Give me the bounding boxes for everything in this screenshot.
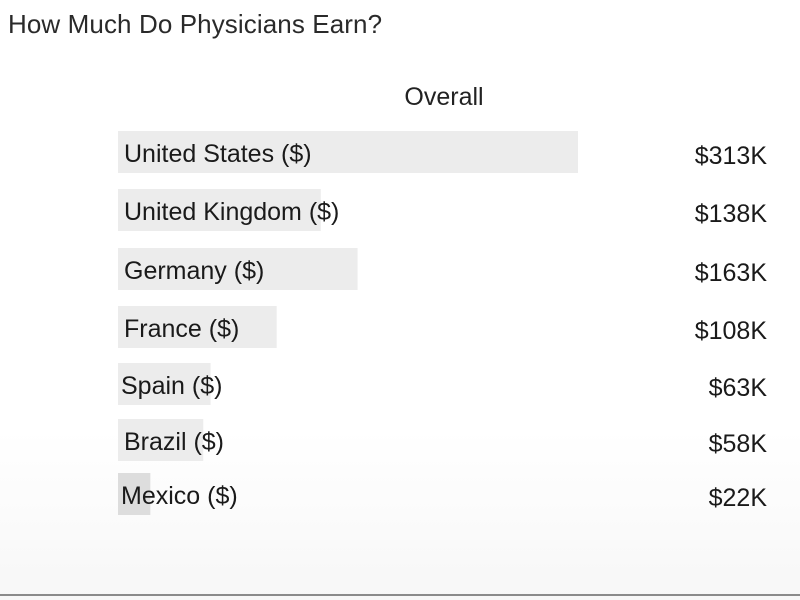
value-label: $63K <box>709 374 768 402</box>
category-label: Spain ($) <box>121 372 222 400</box>
category-labels-layer: United States ($) United Kingdom ($) Germa… <box>121 140 339 510</box>
value-label: $313K <box>695 142 768 170</box>
bars-layer <box>118 131 578 515</box>
category-label: Mexico ($) <box>121 482 238 510</box>
category-label: France ($) <box>124 315 239 343</box>
value-label: $163K <box>695 259 768 287</box>
category-label: United Kingdom ($) <box>124 198 339 226</box>
bar-spain <box>118 363 211 405</box>
bar-united-states <box>118 131 578 173</box>
value-label: $138K <box>695 200 768 228</box>
bar-chart: United States ($) United Kingdom ($) Germa… <box>118 131 768 515</box>
bar-brazil <box>118 419 204 461</box>
bar-united-kingdom <box>118 189 321 231</box>
category-label: Brazil ($) <box>124 428 224 456</box>
chart-title: How Much Do Physicians Earn? <box>8 9 383 39</box>
category-label: Germany ($) <box>124 257 264 285</box>
value-label: $22K <box>709 484 768 512</box>
category-label: United States ($) <box>124 140 312 168</box>
value-labels-layer: $313K $138K $163K $108K $63K $58K $22K <box>695 142 768 512</box>
bar-germany <box>118 248 358 290</box>
bar-mexico <box>118 473 151 515</box>
chart-panel: Overall United States ($) United Kingdom … <box>0 76 800 596</box>
value-label: $58K <box>709 430 768 458</box>
bar-france <box>118 306 277 348</box>
value-label: $108K <box>695 317 768 345</box>
chart-subtitle: Overall <box>404 83 484 111</box>
